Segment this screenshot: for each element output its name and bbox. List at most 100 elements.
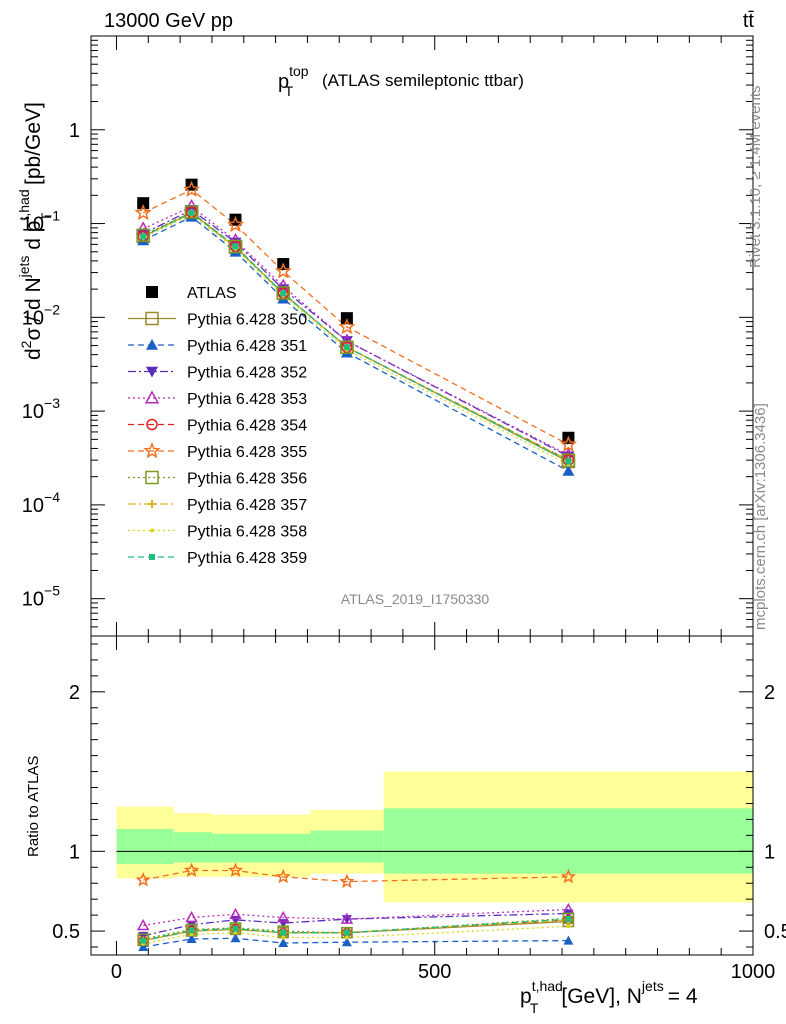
panel-title-sub: T <box>285 83 294 99</box>
legend-label-pythia-6-428-351: Pythia 6.428 351 <box>187 338 307 355</box>
y-tick-label: 10−4 <box>22 489 60 517</box>
top-panel-axes: 1 10−1 10−2 10−3 10−4 10−5 <box>22 35 754 637</box>
ratio-point-pythia-6-428-359 <box>232 925 239 932</box>
legend-label-pythia-6-428-355: Pythia 6.428 355 <box>187 444 307 461</box>
top-frame <box>90 35 754 637</box>
ratio-point-pythia-6-428-351 <box>230 933 241 943</box>
ratio-point-pythia-6-428-359 <box>188 927 195 934</box>
ratio-ylabel: Ratio to ATLAS <box>25 756 42 857</box>
ratio-point-pythia-6-428-351 <box>341 937 352 947</box>
analysis-watermark: ATLAS_2019_I1750330 <box>341 591 490 607</box>
x-tick-label: 500 <box>418 961 451 983</box>
legend-label-atlas: ATLAS <box>187 285 237 302</box>
ratio-point-pythia-6-428-355 <box>275 868 291 884</box>
xlabel-sup: t,had <box>532 978 563 994</box>
ratio-line-pythia-6-428-356 <box>143 917 569 940</box>
legend-label-pythia-6-428-350: Pythia 6.428 350 <box>187 312 307 329</box>
y-tick-label: 10−5 <box>22 583 60 611</box>
legend-label-pythia-6-428-357: Pythia 6.428 357 <box>187 497 307 514</box>
ratio-frame <box>90 635 754 956</box>
data-point-pythia-6-428-359 <box>188 209 195 216</box>
ratio-point-pythia-6-428-358 <box>281 935 286 940</box>
ratio-point-pythia-6-428-359 <box>343 929 350 936</box>
legend-marker-pythia-6-428-357 <box>148 500 156 508</box>
series-line-pythia-6-428-353 <box>142 205 569 456</box>
ratio-point-pythia-6-428-359 <box>565 916 572 923</box>
ratio-point-pythia-6-428-358 <box>566 924 571 929</box>
xlabel-sup2: jets <box>641 978 664 994</box>
xlabel-end: = 4 <box>668 985 698 1008</box>
ratio-point-pythia-6-428-351 <box>186 934 197 944</box>
band-inner <box>310 830 384 863</box>
legend-marker-pythia-6-428-351 <box>146 339 158 350</box>
rivet-label: Rivet 3.1.10, ≥ 1.4M events <box>747 86 764 269</box>
legend-marker-pythia-6-428-358 <box>150 528 154 533</box>
header-left: 13000 GeV pp <box>104 10 233 32</box>
ratio-series-lines <box>143 869 569 948</box>
top-ylabel: d2σ / d Njets d pt,had T [pb/GeV] <box>16 102 54 360</box>
ratio-point-pythia-6-428-358 <box>344 935 349 940</box>
series-line-pythia-6-428-355 <box>142 188 569 446</box>
legend-label-pythia-6-428-352: Pythia 6.428 352 <box>187 365 307 382</box>
ratio-point-pythia-6-428-359 <box>280 929 287 936</box>
legend-marker-pythia-6-428-359 <box>149 554 155 560</box>
ratio-point-pythia-6-428-351 <box>278 938 289 948</box>
series-line-pythia-6-428-358 <box>142 213 569 465</box>
data-point-pythia-6-428-351 <box>562 464 575 476</box>
data-point-pythia-6-428-356 <box>228 239 243 254</box>
ratio-line-pythia-6-428-358 <box>143 925 569 945</box>
data-point-atlas <box>137 197 150 210</box>
ratio-line-pythia-6-428-352 <box>143 912 569 937</box>
data-point-pythia-6-428-355 <box>183 180 201 197</box>
data-point-pythia-6-428-354 <box>229 240 242 253</box>
legend-marker-pythia-6-428-354 <box>146 418 158 431</box>
top-series-markers <box>134 178 577 476</box>
ratio-point-pythia-6-428-355 <box>227 862 244 877</box>
ratio-uncertainty-bands <box>116 771 753 903</box>
ratio-point-pythia-6-428-353 <box>340 912 354 924</box>
xlabel: pt,had T [GeV], Njets = 4 <box>520 978 698 1016</box>
ratio-series-markers <box>135 862 576 952</box>
ratio-point-pythia-6-428-351 <box>563 935 574 945</box>
band-inner <box>383 808 753 874</box>
ratio-line-pythia-6-428-359 <box>143 918 569 942</box>
data-point-pythia-6-428-355 <box>226 215 245 233</box>
panel-title-sup: top <box>289 63 309 79</box>
legend-marker-atlas <box>146 286 158 298</box>
ratio-point-pythia-6-428-355 <box>339 873 355 889</box>
xlabel-rest: [GeV], N <box>561 985 642 1008</box>
data-point-pythia-6-428-359 <box>565 458 572 465</box>
ratio-line-pythia-6-428-355 <box>143 869 569 883</box>
legend-label-pythia-6-428-359: Pythia 6.428 359 <box>187 550 307 567</box>
data-point-pythia-6-428-356 <box>136 228 150 243</box>
ratio-y-tick-label-right: 1 <box>764 841 775 863</box>
data-point-pythia-6-428-355 <box>559 435 577 452</box>
x-tick-label: 0 <box>111 961 122 983</box>
data-point-pythia-6-428-356 <box>340 340 354 354</box>
data-point-pythia-6-428-356 <box>276 286 290 300</box>
legend-marker-pythia-6-428-352 <box>146 366 158 378</box>
legend-label-pythia-6-428-358: Pythia 6.428 358 <box>187 524 307 541</box>
panel-title-rest: (ATLAS semileptonic ttbar) <box>322 71 524 90</box>
ratio-point-pythia-6-428-351 <box>138 942 149 952</box>
data-point-pythia-6-428-354 <box>341 341 353 353</box>
ratio-point-pythia-6-428-355 <box>184 862 200 877</box>
xlabel-main: p <box>520 985 532 1008</box>
ratio-y-tick-label: 0.5 <box>52 921 80 943</box>
legend-marker-pythia-6-428-355 <box>143 442 161 459</box>
legend-marker-pythia-6-428-353 <box>144 390 160 404</box>
legend-marker-pythia-6-428-356 <box>145 470 159 485</box>
data-point-pythia-6-428-355 <box>338 317 356 335</box>
y-tick-label: 10−2 <box>22 301 60 329</box>
xlabel-sub: T <box>530 1000 539 1016</box>
ratio-point-pythia-6-428-353 <box>229 907 242 920</box>
band-inner <box>211 833 311 863</box>
ratio-line-pythia-6-428-351 <box>143 937 569 948</box>
y-tick-label: 10−1 <box>22 208 60 236</box>
data-point-pythia-6-428-359 <box>140 233 147 240</box>
top-series-lines <box>142 188 569 472</box>
legend-label-pythia-6-428-353: Pythia 6.428 353 <box>187 391 307 408</box>
data-point-pythia-6-428-355 <box>134 203 152 221</box>
y-tick-label: 1 <box>69 120 80 142</box>
